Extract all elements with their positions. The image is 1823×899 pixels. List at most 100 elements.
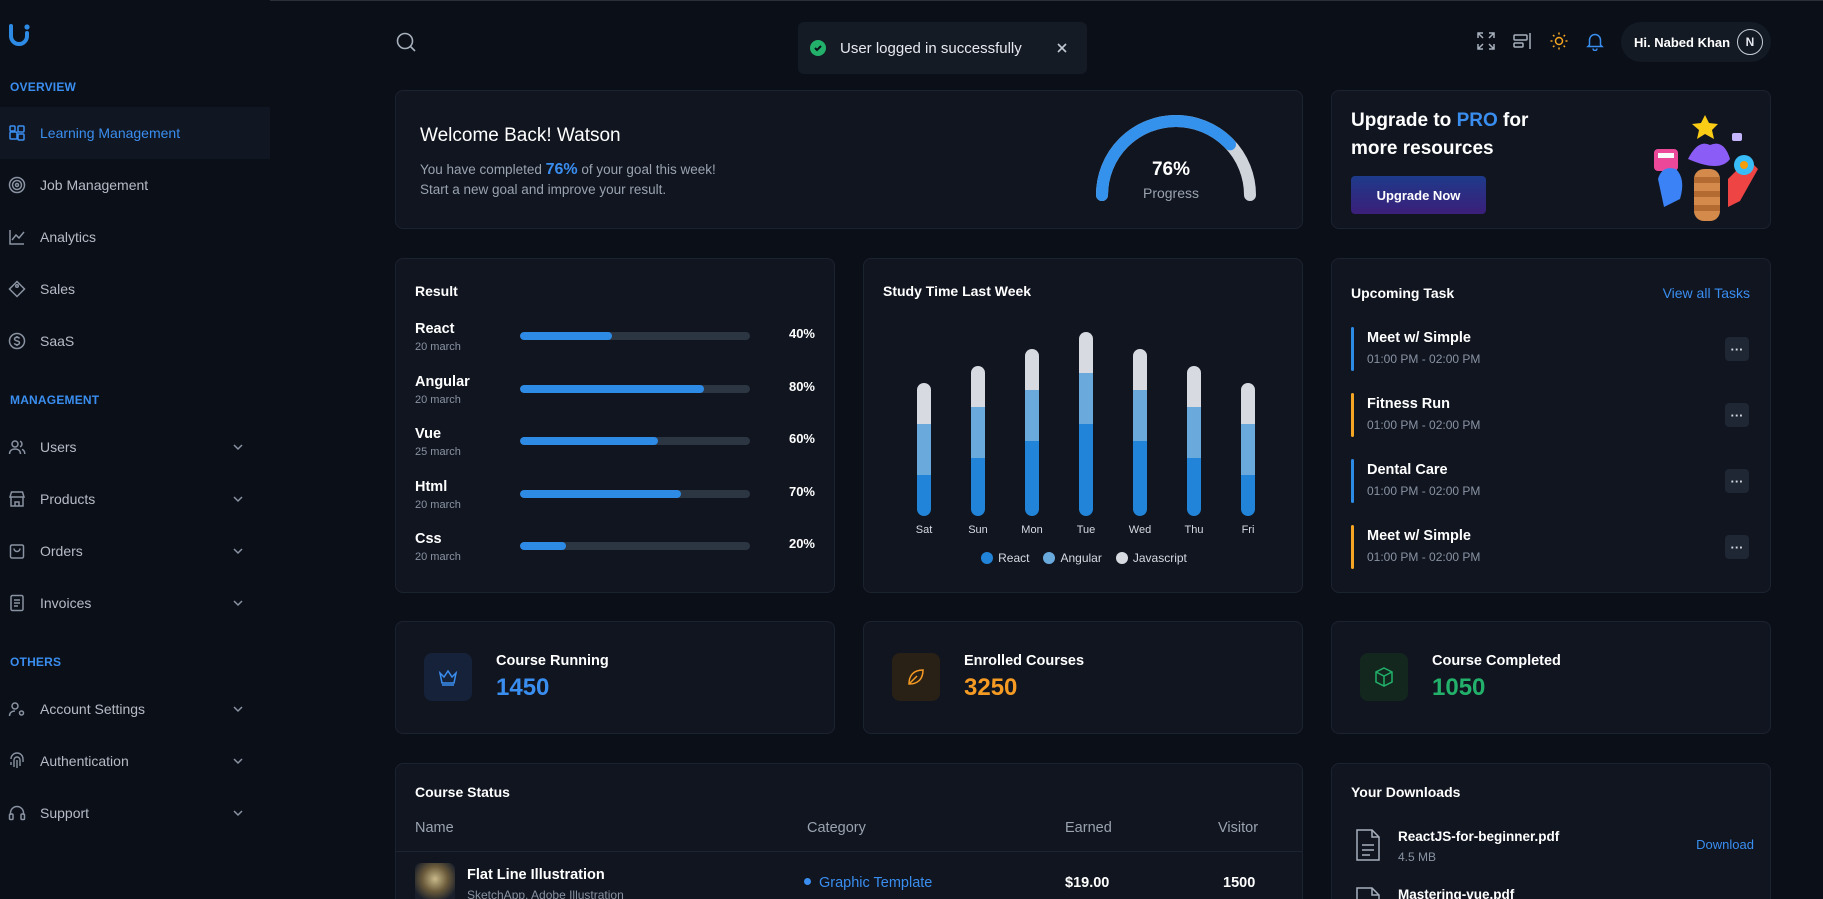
bar-react-tue[interactable]	[1079, 424, 1093, 509]
bar-angular-mon[interactable]	[1025, 390, 1039, 441]
bar-javascript-wed[interactable]	[1133, 356, 1147, 390]
column-header-visitor[interactable]: Visitor	[1218, 820, 1259, 836]
bar-angular-thu[interactable]	[1187, 407, 1201, 458]
chevron-down-icon	[233, 548, 243, 555]
legend-dot	[1043, 552, 1056, 564]
bar-cap-top	[1187, 366, 1201, 380]
bar-javascript-tue[interactable]	[1079, 339, 1093, 373]
sidebar-item-label: Analytics	[40, 229, 97, 245]
download-file-name: Mastering-vue.pdf	[1398, 887, 1515, 899]
downloads-card: Your Downloads ReactJS-for-beginner.pdf …	[1331, 763, 1771, 899]
bell-icon[interactable]	[1585, 31, 1605, 51]
more-options-button[interactable]: ···	[1725, 403, 1749, 427]
task-name: Dental Care	[1367, 462, 1448, 478]
result-percent: 20%	[788, 536, 815, 551]
column-header-earned[interactable]: Earned	[1065, 820, 1112, 836]
stat-label: Enrolled Courses	[964, 653, 1085, 669]
search-icon[interactable]	[395, 31, 417, 53]
progress-value: 76%	[1151, 159, 1191, 180]
success-toast: User logged in successfully	[798, 22, 1087, 74]
result-date: 20 march	[415, 393, 461, 406]
sidebar-item-learning-management[interactable]: Learning Management	[0, 107, 270, 159]
result-skill: Vue	[415, 426, 442, 442]
bar-javascript-fri[interactable]	[1241, 390, 1255, 424]
sun-icon[interactable]	[1549, 31, 1569, 51]
chevron-down-icon	[233, 758, 243, 765]
bar-cap-bottom	[1133, 502, 1147, 516]
result-card: Result React 20 march 40% Angular 20 march 80…	[395, 258, 835, 593]
bar-react-thu[interactable]	[1187, 458, 1201, 509]
view-all-tasks-link[interactable]: View all Tasks	[1662, 285, 1750, 301]
result-progress-bar	[520, 542, 750, 550]
sidebar-item-products[interactable]: Products	[0, 473, 270, 525]
task-color-bar	[1351, 459, 1354, 503]
dollar-icon	[8, 332, 26, 350]
bar-angular-wed[interactable]	[1133, 390, 1147, 441]
legend-label: Angular	[1060, 551, 1102, 565]
avatar: N	[1737, 29, 1763, 55]
sidebar-item-account-settings[interactable]: Account Settings	[0, 683, 270, 735]
study-time-card: Study Time Last Week Sat Sun Mon Tue Wed Thu F…	[863, 258, 1303, 593]
sidebar-item-job-management[interactable]: Job Management	[0, 159, 270, 211]
chevron-down-icon	[233, 444, 243, 451]
bar-javascript-sun[interactable]	[971, 373, 985, 407]
result-percent: 40%	[788, 326, 815, 341]
sidebar-item-sales[interactable]: Sales	[0, 263, 270, 315]
bar-react-sat[interactable]	[917, 475, 931, 509]
result-progress-fill	[520, 489, 681, 498]
close-icon[interactable]	[1055, 41, 1069, 55]
bar-angular-sat[interactable]	[917, 424, 931, 475]
result-skill: Angular	[415, 373, 470, 390]
user-profile-menu[interactable]: Hi. Nabed Khan N	[1621, 22, 1771, 62]
task-time: 01:00 PM - 02:00 PM	[1367, 352, 1481, 366]
result-skill: Css	[415, 531, 442, 547]
more-options-button[interactable]: ···	[1725, 535, 1749, 559]
result-date: 25 march	[415, 446, 461, 458]
sidebar-item-saas[interactable]: SaaS	[0, 315, 270, 367]
bar-react-mon[interactable]	[1025, 441, 1039, 509]
result-progress-fill	[520, 384, 704, 393]
result-progress-bar	[520, 437, 750, 445]
bar-cap-bottom	[971, 502, 985, 516]
more-options-button[interactable]: ···	[1725, 469, 1749, 493]
result-row: React 20 march 40%	[415, 321, 815, 361]
sidebar-item-authentication[interactable]: Authentication	[0, 735, 270, 787]
bar-javascript-mon[interactable]	[1025, 356, 1039, 390]
download-link[interactable]: Download	[1696, 837, 1754, 852]
bar-react-fri[interactable]	[1241, 475, 1255, 509]
bar-react-sun[interactable]	[971, 458, 985, 509]
app-logo[interactable]	[8, 22, 34, 48]
more-options-button[interactable]: ···	[1725, 337, 1749, 361]
success-check-icon	[810, 40, 826, 56]
bar-angular-fri[interactable]	[1241, 424, 1255, 475]
fullscreen-icon[interactable]	[1476, 31, 1496, 51]
task-item[interactable]: Fitness Run 01:00 PM - 02:00 PM ···	[1351, 393, 1749, 437]
bar-react-wed[interactable]	[1133, 441, 1147, 509]
leaf-icon	[892, 653, 940, 701]
category-label: Graphic Template	[819, 875, 933, 891]
sidebar-item-orders[interactable]: Orders	[0, 525, 270, 577]
bar-javascript-thu[interactable]	[1187, 373, 1201, 407]
task-item[interactable]: Meet w/ Simple 01:00 PM - 02:00 PM ···	[1351, 327, 1749, 371]
stat-course-running: Course Running 1450	[395, 621, 835, 734]
sidebar-item-invoices[interactable]: Invoices	[0, 577, 270, 629]
sidebar-item-label: Learning Management	[40, 125, 181, 141]
task-item[interactable]: Meet w/ Simple 01:00 PM - 02:00 PM ···	[1351, 525, 1749, 569]
course-category: Graphic Template	[804, 875, 932, 891]
layout-icon[interactable]	[1512, 31, 1532, 51]
task-item[interactable]: Dental Care 01:00 PM - 02:00 PM ···	[1351, 459, 1749, 503]
sidebar-item-analytics[interactable]: Analytics	[0, 211, 270, 263]
result-row: Css 20 march 20%	[415, 531, 815, 571]
bar-javascript-sat[interactable]	[917, 390, 931, 424]
column-header-category[interactable]: Category	[807, 820, 866, 836]
bar-angular-tue[interactable]	[1079, 373, 1093, 424]
x-tick-label: Thu	[1185, 524, 1204, 536]
sidebar-item-users[interactable]: Users	[0, 421, 270, 473]
sidebar: OVERVIEW Learning Management Job Managem…	[0, 0, 270, 899]
upgrade-now-button[interactable]: Upgrade Now	[1351, 176, 1486, 214]
column-header-name[interactable]: Name	[415, 820, 454, 836]
sidebar-item-support[interactable]: Support	[0, 787, 270, 839]
box-icon	[1360, 653, 1408, 701]
bar-angular-sun[interactable]	[971, 407, 985, 458]
downloads-title: Your Downloads	[1351, 784, 1461, 800]
